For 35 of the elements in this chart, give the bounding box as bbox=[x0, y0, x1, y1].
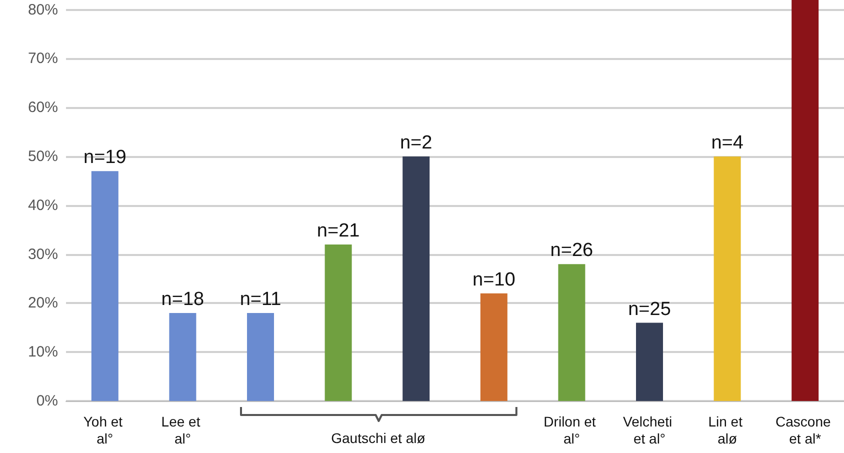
annotation: n=18 bbox=[161, 288, 204, 310]
annotation: n=10 bbox=[472, 269, 516, 290]
y-tick-label: 30% bbox=[28, 246, 58, 263]
bar bbox=[324, 244, 352, 401]
bar bbox=[169, 312, 196, 401]
annotation: n=25 bbox=[628, 298, 671, 320]
x-tick-label: Cascone et al* bbox=[776, 414, 835, 446]
bar bbox=[714, 156, 741, 401]
y-tick-label: 40% bbox=[28, 196, 58, 214]
annotation: n=26 bbox=[550, 240, 594, 262]
bar bbox=[402, 156, 430, 401]
x-tick-label: Velcheti et al° bbox=[623, 414, 676, 446]
bar bbox=[558, 264, 586, 401]
annotation: n=2 bbox=[400, 132, 432, 154]
bar bbox=[636, 322, 663, 401]
x-tick-label: Lin et alø bbox=[708, 414, 746, 446]
bar bbox=[91, 171, 118, 401]
x-tick-label: Yoh et al° bbox=[83, 414, 126, 446]
y-tick-label: 20% bbox=[28, 294, 58, 312]
x-tick-label: Drilon et al° bbox=[544, 414, 600, 446]
bar bbox=[247, 312, 274, 401]
bar bbox=[480, 293, 508, 401]
y-tick-label: 10% bbox=[28, 344, 58, 361]
annotation: n=19 bbox=[84, 147, 126, 168]
y-tick-label: 0% bbox=[36, 392, 58, 410]
x-tick-label: Lee et al° bbox=[161, 414, 204, 446]
text: Gautschi et alø bbox=[331, 430, 426, 446]
y-tick-label: 80% bbox=[28, 1, 58, 18]
annotation: n=4 bbox=[711, 132, 744, 154]
bar bbox=[792, 0, 819, 401]
annotation: n=11 bbox=[240, 288, 282, 310]
y-tick-label: 50% bbox=[28, 148, 58, 165]
y-tick-label: 70% bbox=[28, 50, 58, 68]
y-tick-label: 60% bbox=[28, 99, 58, 116]
annotation: n=21 bbox=[316, 220, 360, 242]
